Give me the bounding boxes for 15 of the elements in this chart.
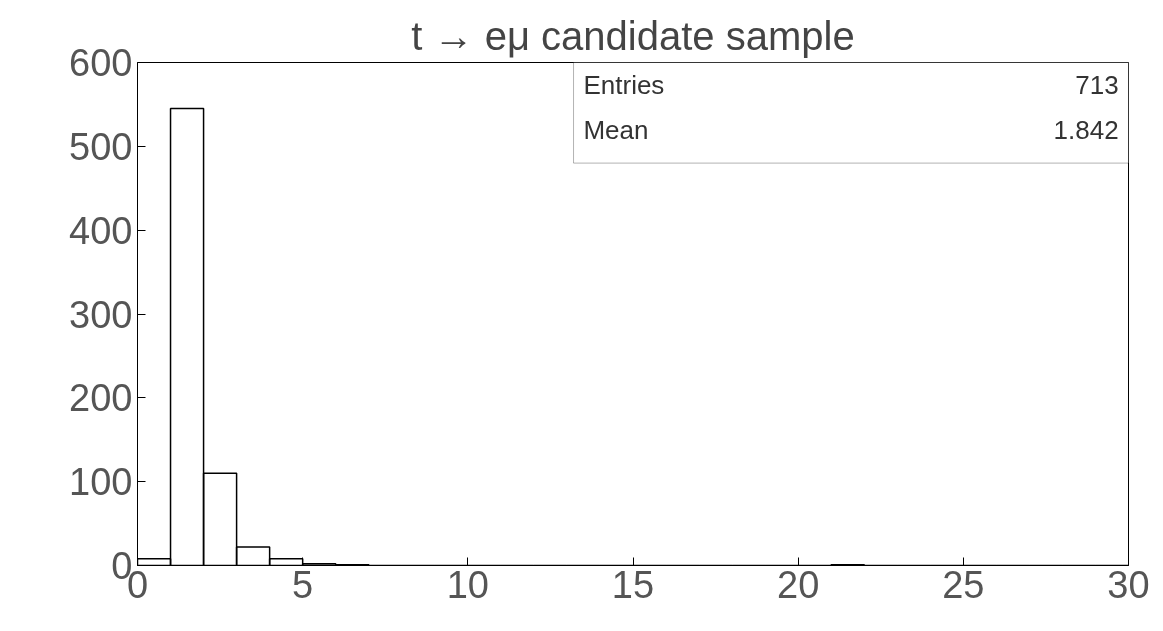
- y-tick-label: 400: [69, 209, 133, 252]
- x-tick-label: 10: [446, 563, 489, 606]
- y-tick-label: 200: [69, 377, 133, 420]
- chart-title: t → eμ candidate sample: [411, 13, 855, 58]
- x-tick-label: 25: [942, 563, 985, 606]
- y-tick-label: 100: [69, 461, 133, 504]
- text: Entries 713: [583, 70, 1119, 101]
- x-tick-label: 20: [777, 563, 820, 606]
- x-tick-label: 5: [292, 563, 314, 606]
- y-tick-label: 500: [69, 125, 133, 168]
- y-tick-label: 600: [69, 42, 133, 84]
- text: Mean 1.842: [583, 115, 1119, 146]
- x-tick-label: 15: [611, 563, 655, 606]
- y-tick-label: 300: [69, 293, 133, 336]
- x-tick-label: 30: [1107, 563, 1150, 606]
